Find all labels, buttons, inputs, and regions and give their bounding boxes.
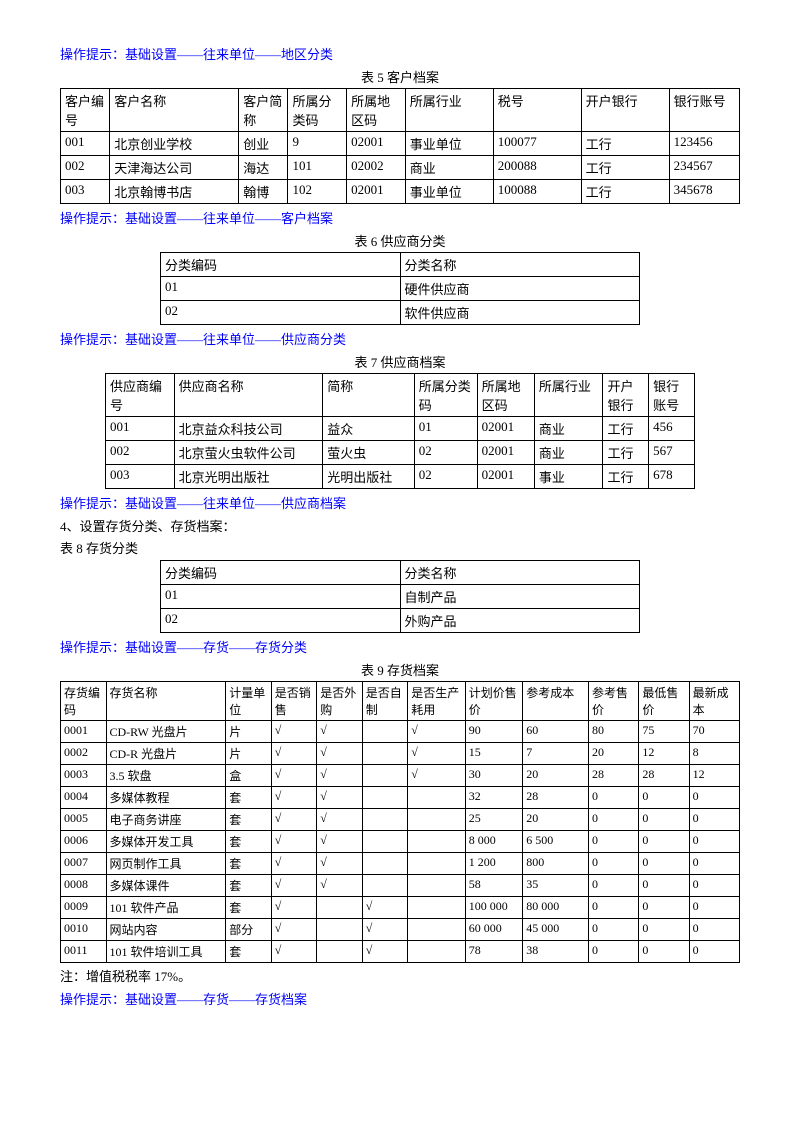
th: 银行账号 [669,89,739,132]
table-row: 001北京创业学校创业902001事业单位100077工行123456 [61,132,740,156]
table8-caption: 表 8 存货分类 [60,538,740,557]
table7-supplier-profile: 供应商编号供应商名称简称所属分类码所属地区码所属行业开户银行银行账号 001北京… [105,373,695,489]
table-row: 02软件供应商 [161,301,640,325]
table7-caption: 表 7 供应商档案 [60,352,740,371]
table-row: 02外购产品 [161,609,640,633]
th: 所属地区码 [347,89,406,132]
hint-inventory-profile: 操作提示：基础设置——存货——存货档案 [60,989,740,1008]
tax-rate-note: 注：增值税税率 17%。 [60,966,740,985]
table-row: 003北京翰博书店翰博10202001事业单位100088工行345678 [61,180,740,204]
table-row: 0002CD-R 光盘片片√√√15720128 [61,743,740,765]
table-row: 001北京益众科技公司益众0102001商业工行456 [106,417,695,441]
th: 客户简称 [239,89,288,132]
table-row: 0001CD-RW 光盘片片√√√9060807570 [61,721,740,743]
table-row: 01硬件供应商 [161,277,640,301]
hint-customer-profile: 操作提示：基础设置——往来单位——客户档案 [60,208,740,227]
table-header-row: 供应商编号供应商名称简称所属分类码所属地区码所属行业开户银行银行账号 [106,374,695,417]
section-4-heading: 4、设置存货分类、存货档案： [60,516,740,535]
hint-supplier-profile: 操作提示：基础设置——往来单位——供应商档案 [60,493,740,512]
table-row: 0008多媒体课件套√√5835000 [61,875,740,897]
hint-supplier-category: 操作提示：基础设置——往来单位——供应商分类 [60,329,740,348]
table-row: 0005电子商务讲座套√√2520000 [61,809,740,831]
table8-inventory-category: 分类编码分类名称 01自制产品 02外购产品 [160,560,640,633]
table-row: 01自制产品 [161,585,640,609]
table6-caption: 表 6 供应商分类 [60,231,740,250]
table5-caption: 表 5 客户档案 [60,67,740,86]
th: 所属分类码 [288,89,347,132]
table6-supplier-category: 分类编码分类名称 01硬件供应商 02软件供应商 [160,252,640,325]
table-row: 002北京萤火虫软件公司萤火虫0202001商业工行567 [106,441,695,465]
th: 所属行业 [405,89,493,132]
th: 开户银行 [581,89,669,132]
table9-inventory-profile: 存货编码存货名称计量单位是否销售是否外购是否自制是否生产耗用计划价售价参考成本参… [60,681,740,963]
hint-inventory-category: 操作提示：基础设置——存货——存货分类 [60,637,740,656]
table-row: 0010网站内容部分√√60 00045 000000 [61,919,740,941]
table-header-row: 分类编码分类名称 [161,253,640,277]
table9-caption: 表 9 存货档案 [60,660,740,679]
th: 客户名称 [110,89,239,132]
th: 客户编号 [61,89,110,132]
table-row: 0006多媒体开发工具套√√8 0006 500000 [61,831,740,853]
hint-region-category: 操作提示：基础设置——往来单位——地区分类 [60,44,740,63]
table-header-row: 存货编码存货名称计量单位是否销售是否外购是否自制是否生产耗用计划价售价参考成本参… [61,682,740,721]
table-row: 0004多媒体教程套√√3228000 [61,787,740,809]
table-row: 002天津海达公司海达10102002商业200088工行234567 [61,156,740,180]
th: 税号 [493,89,581,132]
table-row: 0007网页制作工具套√√1 200800000 [61,853,740,875]
table-row: 0009101 软件产品套√√100 00080 000000 [61,897,740,919]
table-row: 00033.5 软盘盒√√√3020282812 [61,765,740,787]
table-header-row: 客户编号 客户名称 客户简称 所属分类码 所属地区码 所属行业 税号 开户银行 … [61,89,740,132]
table-row: 0011101 软件培训工具套√√7838000 [61,941,740,963]
table5-customer-profile: 客户编号 客户名称 客户简称 所属分类码 所属地区码 所属行业 税号 开户银行 … [60,88,740,204]
table-header-row: 分类编码分类名称 [161,561,640,585]
table-row: 003北京光明出版社光明出版社0202001事业工行678 [106,465,695,489]
